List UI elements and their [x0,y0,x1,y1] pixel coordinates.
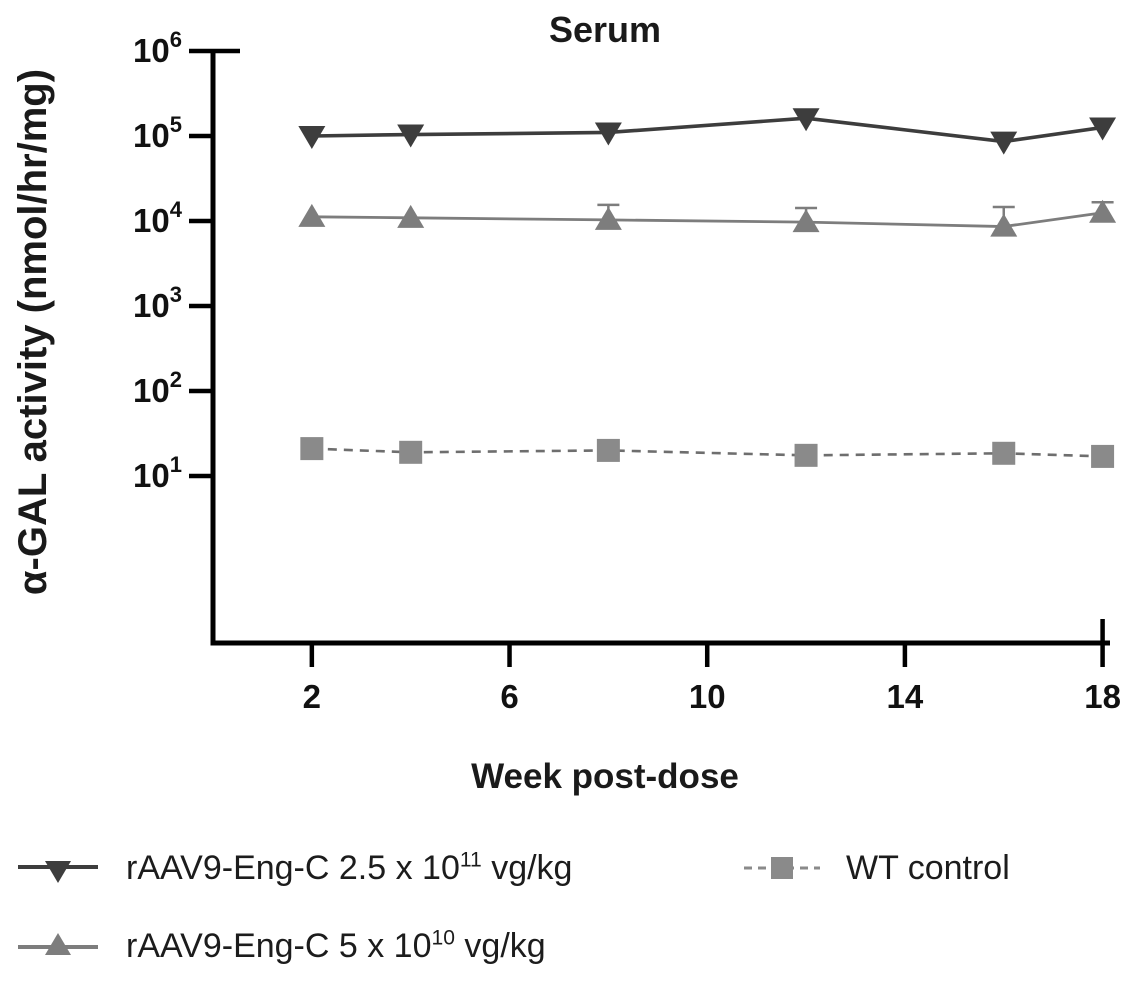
y-tick-label: 102 [133,367,182,409]
data-point-square [1091,444,1115,468]
chart-title: Serum [549,9,661,50]
legend-marker-triangle-down-icon [18,861,98,883]
series-triangle-down [298,108,1117,155]
series-triangle-up [298,199,1117,237]
data-point-triangle-up [594,206,622,230]
data-point-square [992,441,1016,465]
legend-label-mid-dose: rAAV9-Eng-C 5 x 1010 vg/kg [126,926,546,965]
y-axis-label: α-GAL activity (nmol/hr/mg) [11,69,55,595]
x-axis-label: Week post-dose [471,757,739,796]
data-point-triangle-down [397,124,425,148]
legend-item-high-dose: rAAV9-Eng-C 2.5 x 1011 vg/kg [14,848,572,888]
y-tick-label: 104 [133,197,183,239]
data-point-triangle-up [298,203,326,227]
data-point-triangle-down [1089,117,1117,141]
y-tick-label: 106 [133,27,182,69]
y-tick-labels: 106 105 104 103 102 101 [133,27,183,494]
data-point-square [300,437,324,461]
y-tick-label: 105 [133,112,182,154]
y-tick-label: 103 [133,282,182,324]
serum-chart: Serum α-GAL activity (nmol/hr/mg) Week p… [11,9,1121,796]
legend-label-high-dose: rAAV9-Eng-C 2.5 x 1011 vg/kg [126,848,573,887]
y-tick-label: 101 [133,452,182,494]
data-point-triangle-down [594,122,622,146]
data-point-triangle-up [990,213,1018,237]
data-point-square [794,443,818,467]
data-point-triangle-down [298,126,326,149]
axes [189,48,1110,667]
x-tick-label: 18 [1084,678,1121,715]
legend-marker-square-icon [744,857,820,879]
series-square [300,437,1115,468]
data-point-triangle-up [1089,199,1117,223]
plot-series [298,108,1117,468]
data-point-triangle-up [792,209,820,233]
data-point-triangle-down [792,108,820,132]
data-point-triangle-down [990,131,1018,155]
legend-item-wt-control: WT control [742,848,1010,888]
data-point-square [399,440,423,464]
legend-label-wt-control: WT control [846,849,1010,887]
data-point-square [596,438,620,462]
x-tick-label: 6 [500,678,518,715]
data-point-triangle-up [397,204,425,228]
x-tick-labels: 2 6 10 14 18 [303,678,1121,715]
x-tick-label: 10 [689,678,726,715]
x-tick-label: 14 [887,678,924,715]
x-tick-label: 2 [303,678,321,715]
legend-marker-triangle-up-icon [18,933,98,955]
legend-item-mid-dose: rAAV9-Eng-C 5 x 1010 vg/kg [14,926,546,966]
